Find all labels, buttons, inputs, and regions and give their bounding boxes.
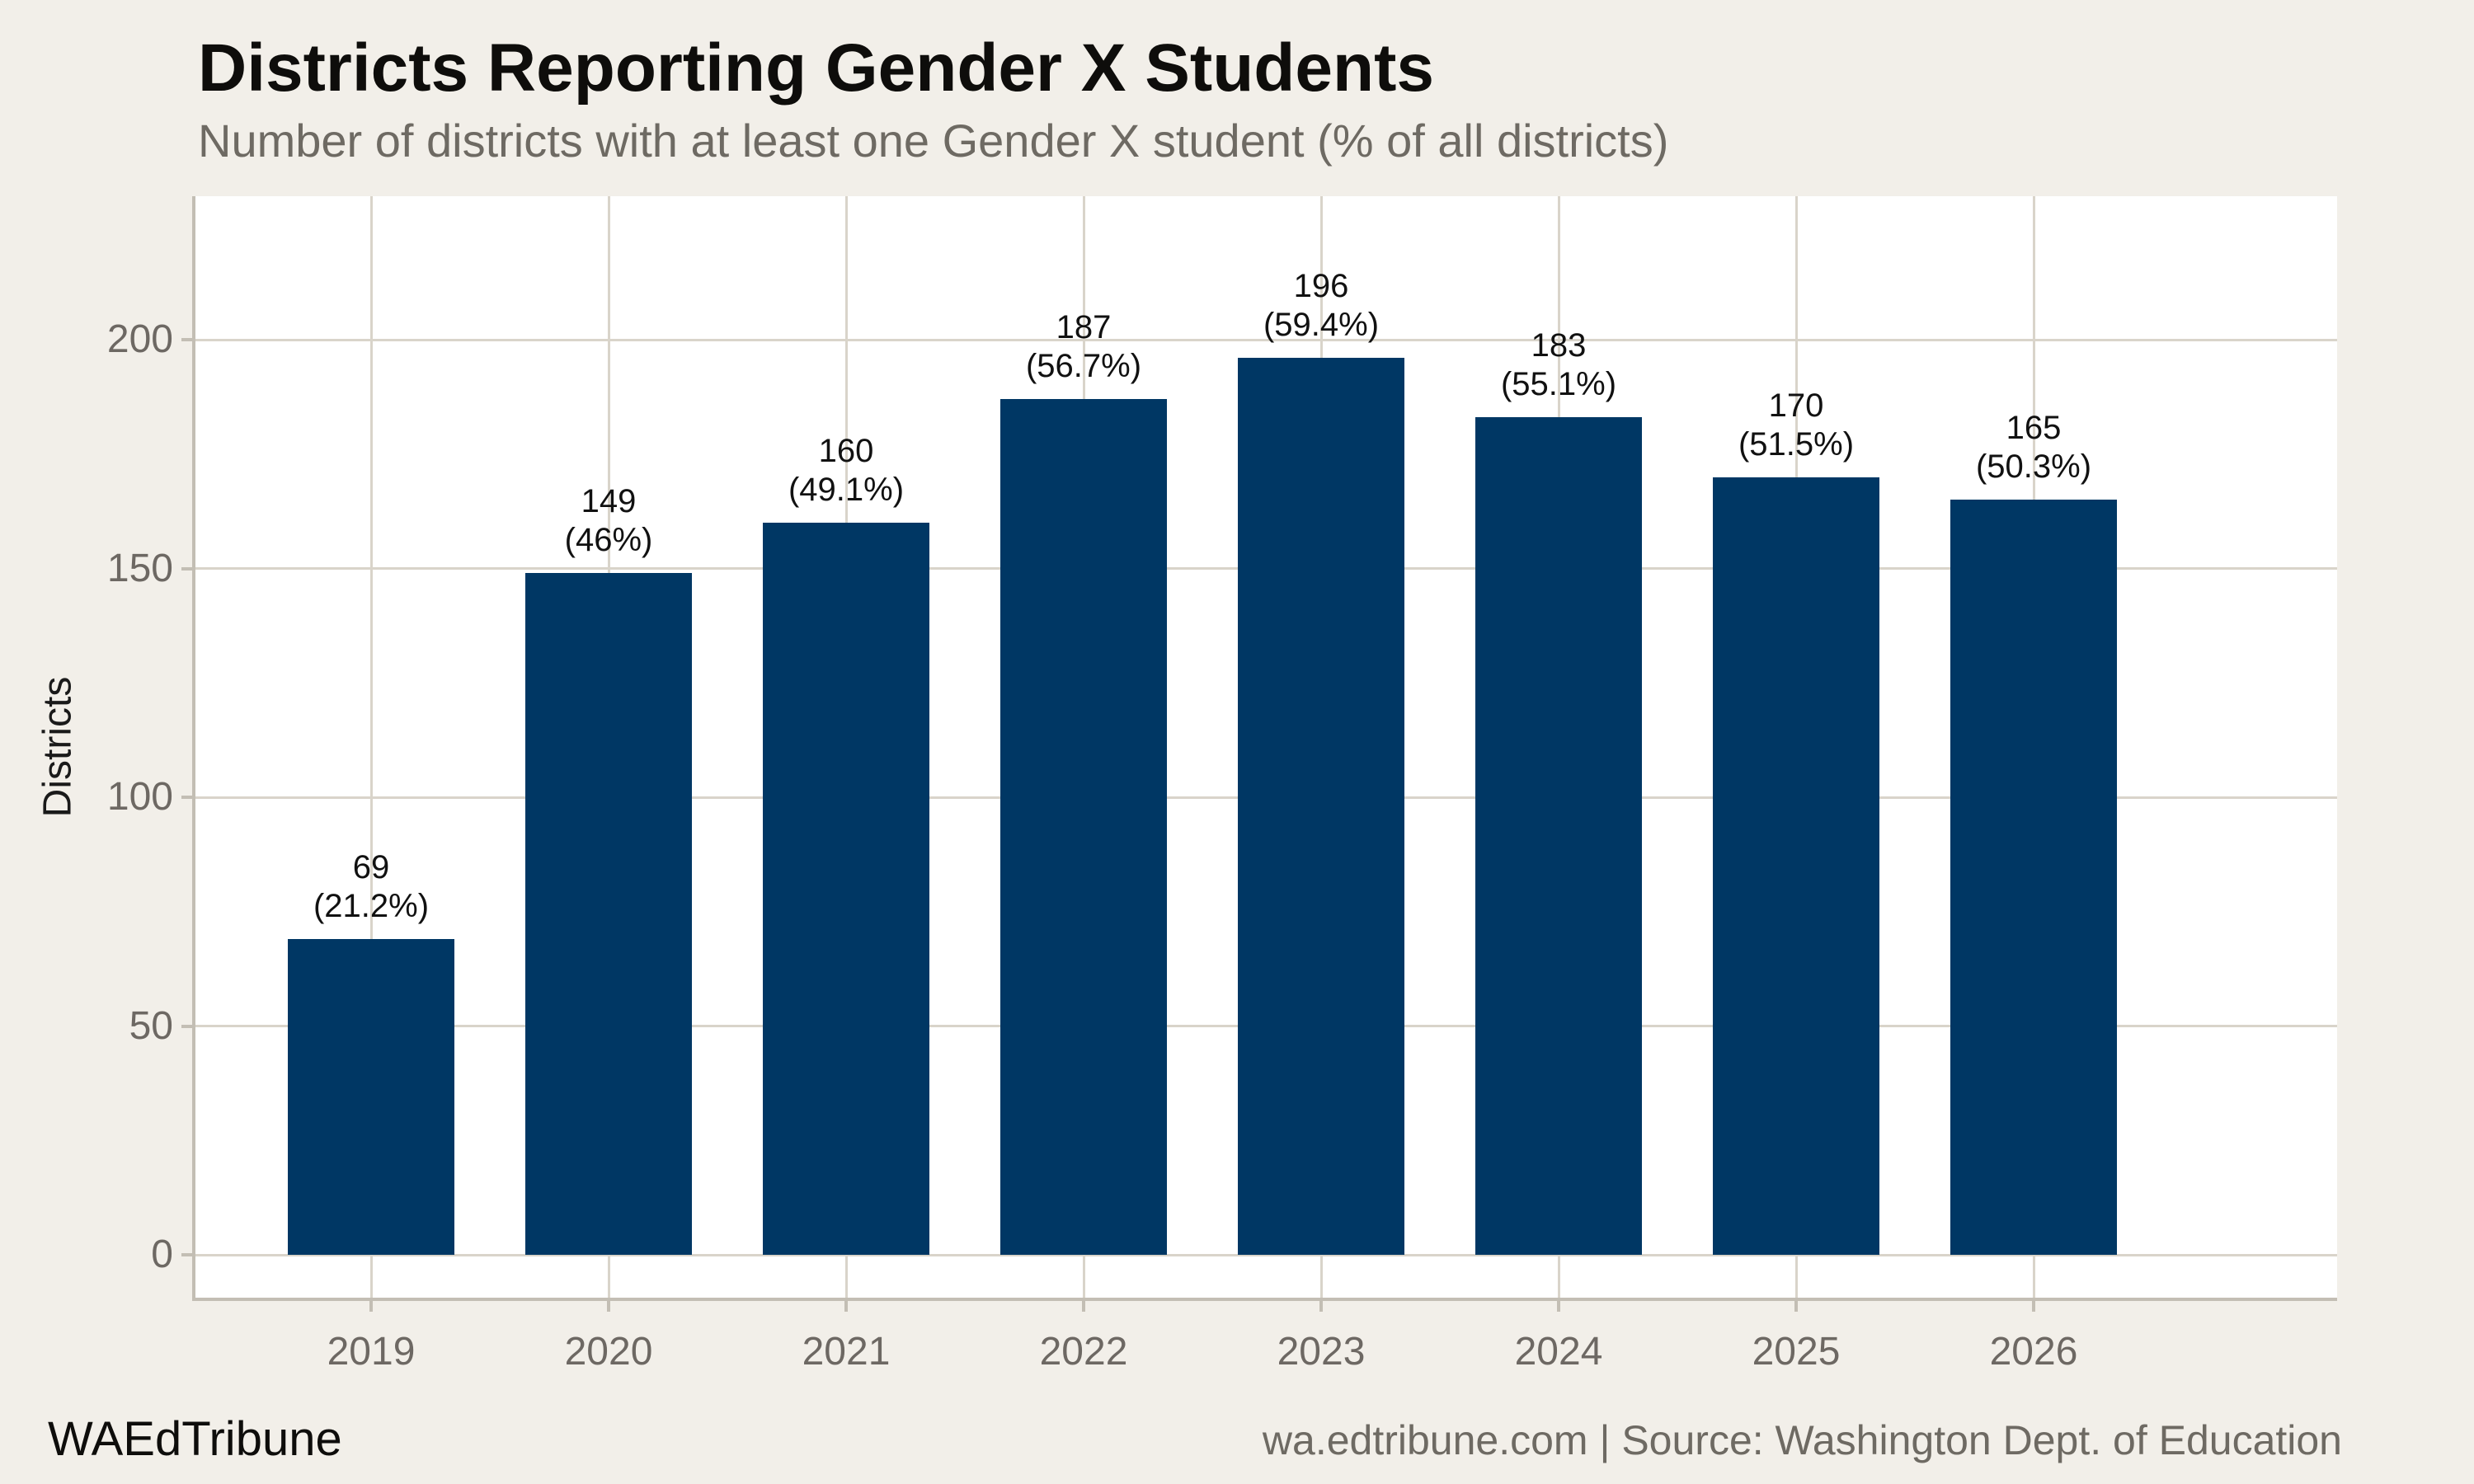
bar-label-2022: 187 (56.7%) [1025,309,1142,385]
y-tick [181,796,195,799]
y-tick [181,338,195,341]
gridline-vertical [369,196,373,1298]
source-footer: wa.edtribune.com | Source: Washington De… [1262,1417,2342,1463]
x-tick-label: 2026 [1989,1330,2078,1374]
x-tick-label: 2020 [564,1330,653,1374]
chart-title: Districts Reporting Gender X Students [198,31,1434,106]
bar-label-2019: 69 (21.2%) [313,849,430,925]
gridline-horizontal [195,338,2337,341]
x-tick [844,1298,848,1312]
bar-2021 [763,523,929,1255]
chart-subtitle: Number of districts with at least one Ge… [198,115,1669,167]
x-axis-line [192,1298,2337,1301]
bar-2026 [1950,500,2117,1255]
y-axis-line [192,196,195,1301]
x-tick-label: 2023 [1277,1330,1366,1374]
x-tick [2032,1298,2035,1312]
y-tick-label: 150 [106,546,173,590]
bar-2020 [525,573,692,1255]
brand-footer: WAEdTribune [48,1412,342,1466]
y-tick [181,566,195,571]
x-tick [1557,1298,1560,1312]
bar-label-2026: 165 (50.3%) [1975,410,2092,486]
x-tick [1794,1298,1798,1312]
bar-label-2021: 160 (49.1%) [788,433,905,508]
x-tick [369,1298,373,1312]
y-tick-label: 100 [106,775,173,819]
bar-label-2023: 196 (59.4%) [1263,268,1380,344]
x-tick-label: 2021 [802,1330,891,1374]
gridline-horizontal [195,1253,2337,1256]
bar-2025 [1713,477,1879,1255]
y-tick [181,1253,195,1256]
bar-label-2020: 149 (46%) [564,483,653,559]
y-tick [181,1024,195,1028]
bar-label-2024: 183 (55.1%) [1500,327,1617,403]
bar-2022 [1000,399,1167,1255]
y-axis-title: Districts [35,676,80,818]
x-tick [607,1298,610,1312]
bar-2023 [1238,358,1404,1255]
bar-label-2025: 170 (51.5%) [1738,387,1855,463]
x-tick [1319,1298,1323,1312]
bar-2024 [1475,417,1642,1255]
x-tick-label: 2019 [327,1330,416,1374]
x-tick-label: 2025 [1752,1330,1841,1374]
y-tick-label: 0 [151,1233,173,1276]
x-tick [1082,1298,1085,1312]
bar-2019 [288,939,454,1255]
x-tick-label: 2024 [1514,1330,1603,1374]
x-tick-label: 2022 [1039,1330,1128,1374]
y-tick-label: 50 [129,1003,173,1048]
y-tick-label: 200 [106,317,173,361]
